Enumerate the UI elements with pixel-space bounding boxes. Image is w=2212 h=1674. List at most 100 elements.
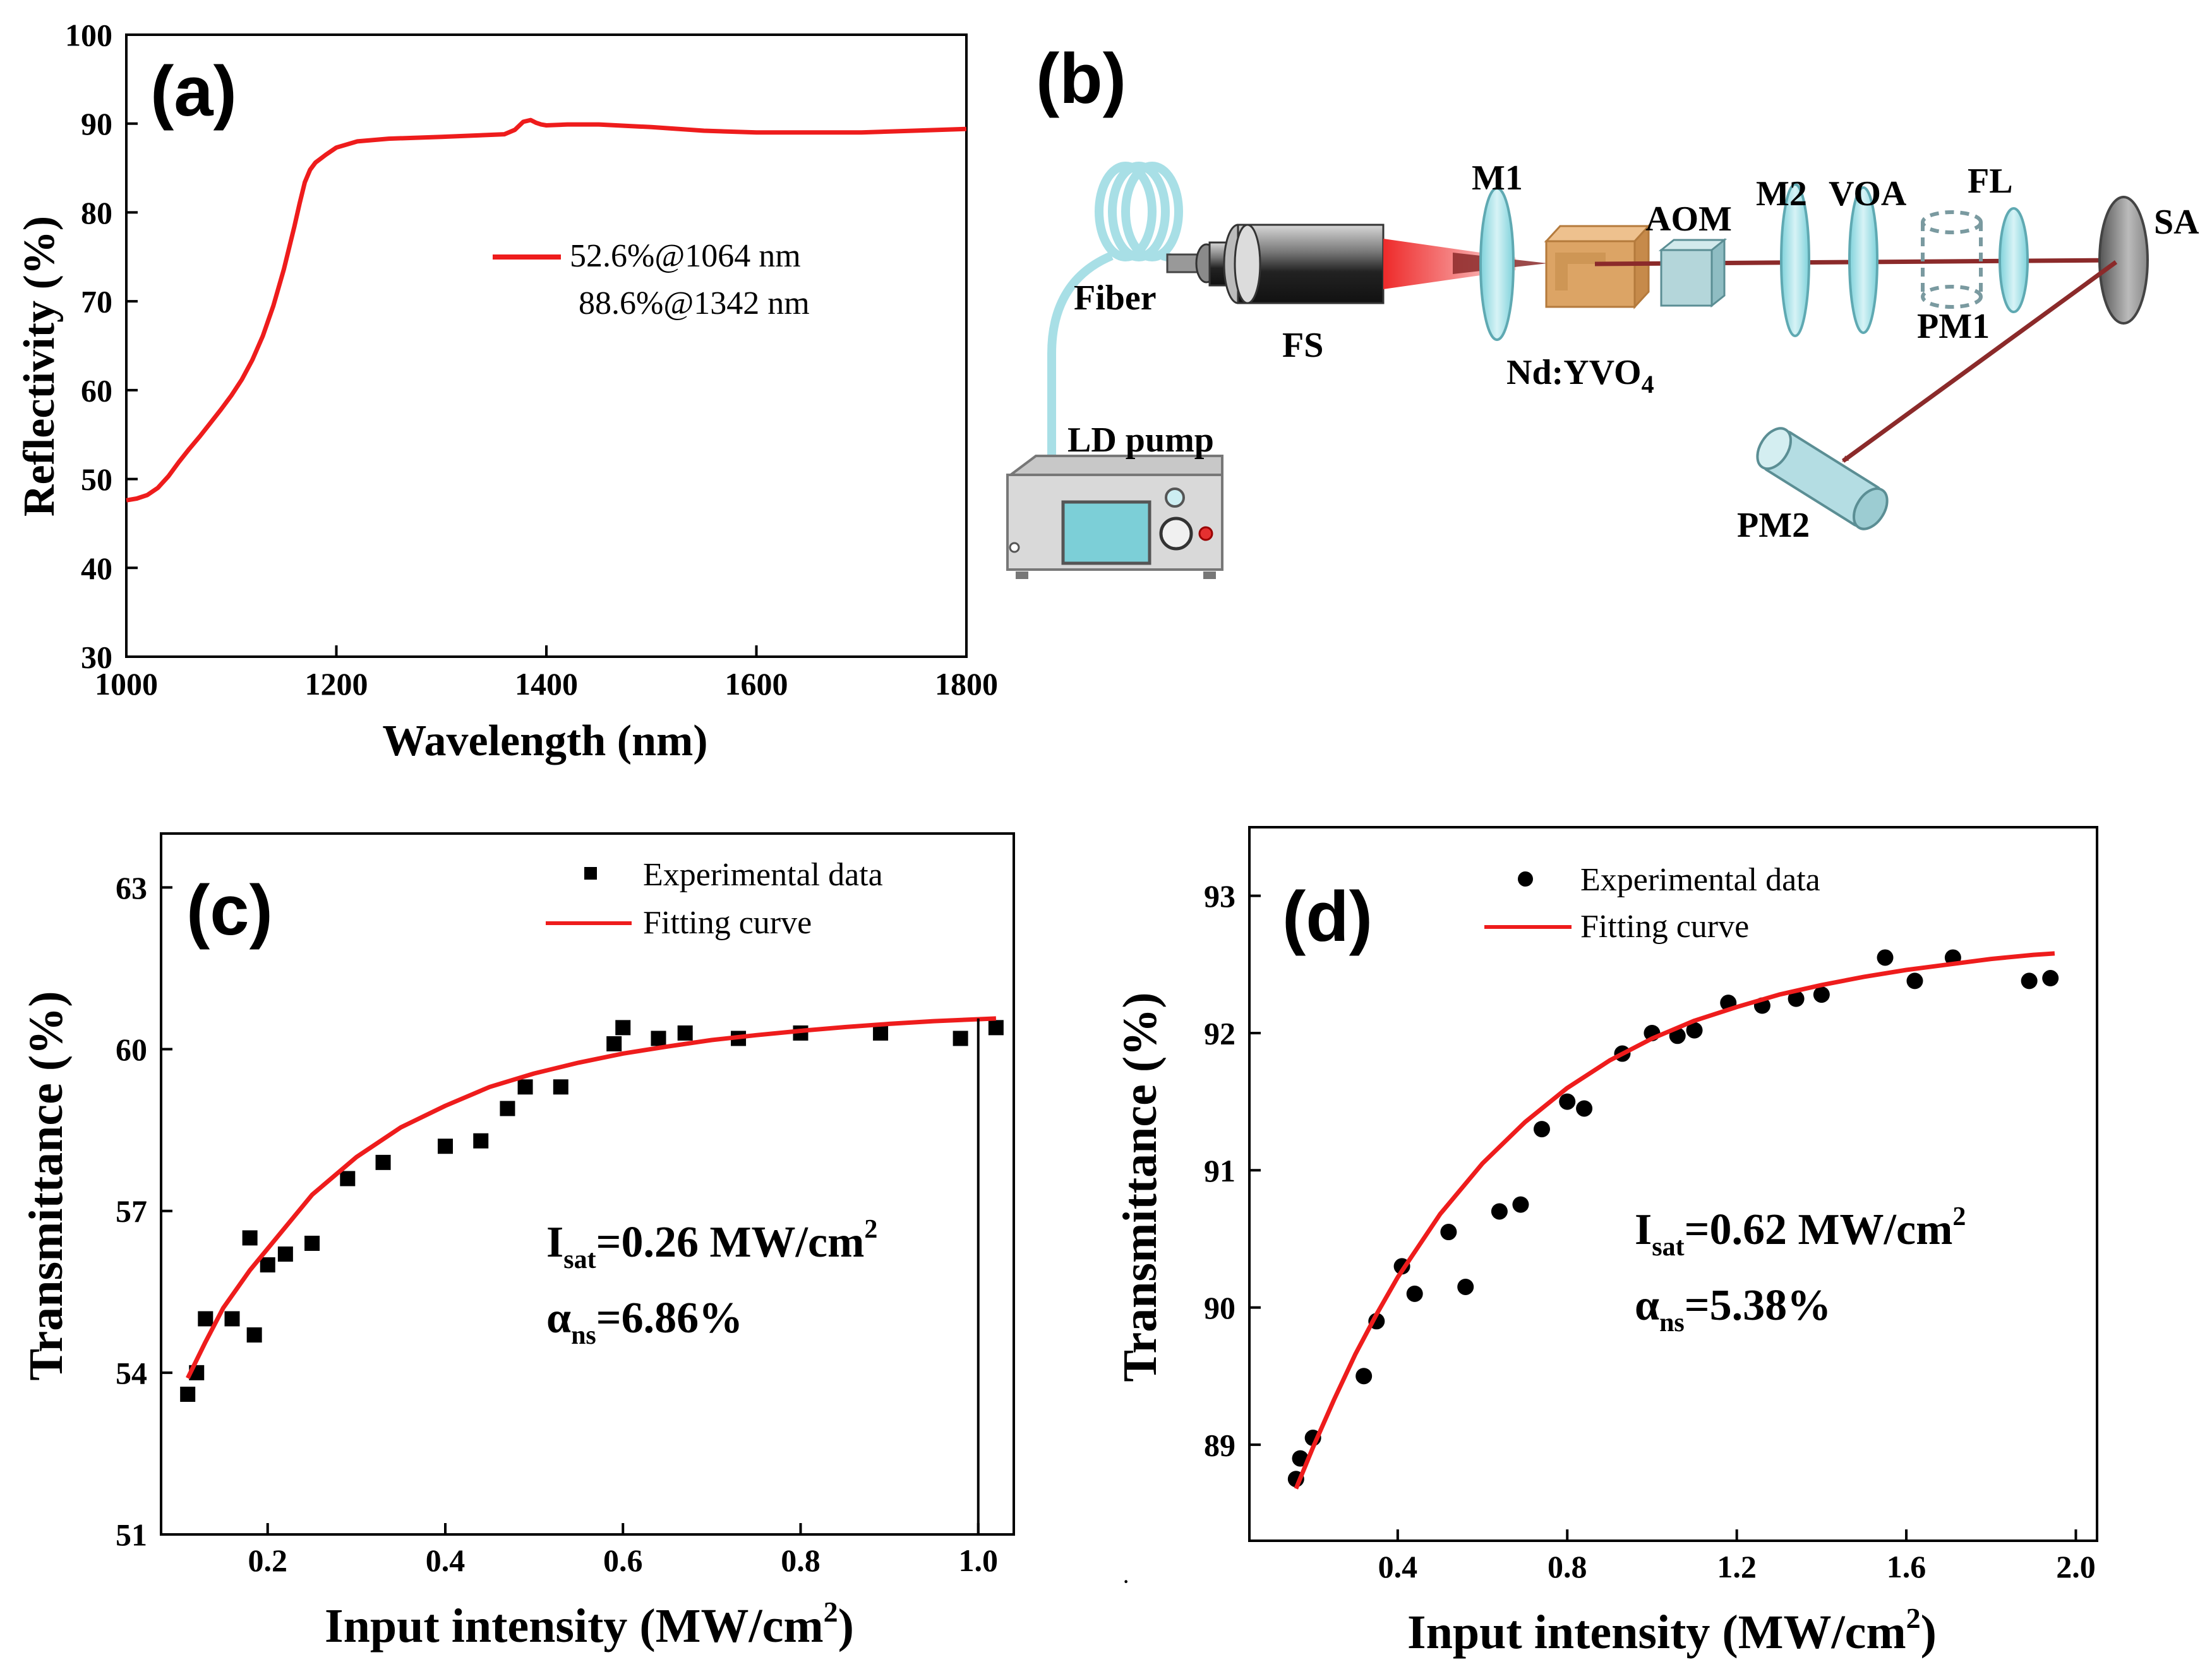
d-y-tick-label: 89 <box>1204 1427 1235 1462</box>
d-y-tick-label: 90 <box>1204 1290 1235 1325</box>
reflectivity-x-tick-label: 1600 <box>725 666 788 702</box>
c-x-axis-label: Input intensity (MW/cm2) <box>325 1596 854 1653</box>
sa-label: SA <box>2154 203 2199 242</box>
reflectivity-x-tick-label: 1400 <box>515 666 578 702</box>
reflectivity-x-axis-label: Wavelength (nm) <box>382 717 707 765</box>
reflectivity-y-tick-label: 70 <box>81 284 112 320</box>
fl-lens <box>1999 207 2029 313</box>
c-y-tick-label: 63 <box>116 870 147 906</box>
c-data-point <box>500 1101 515 1116</box>
d-data-point <box>1292 1450 1309 1467</box>
c-y-tick-label: 57 <box>116 1193 147 1229</box>
c-alpha-annotation: αns=6.86% <box>546 1294 743 1350</box>
d-stray-mark: · <box>1122 1567 1130 1596</box>
panel-c-letter: (c) <box>186 871 273 950</box>
aom-label: AOM <box>1645 200 1732 239</box>
c-x-tick-label: 1.0 <box>959 1543 999 1578</box>
panel-d-letter: (d) <box>1282 877 1373 956</box>
c-data-point <box>340 1171 356 1187</box>
reflectivity-y-tick-label: 60 <box>81 373 112 408</box>
fs-label: FS <box>1282 326 1323 365</box>
reflectivity-legend-line1: 52.6%@1064 nm <box>570 238 801 274</box>
sa-absorber <box>2098 196 2149 325</box>
c-y-tick-label: 51 <box>116 1517 147 1553</box>
c-data-point <box>953 1031 968 1046</box>
crystal-label: Nd:YVO4 <box>1506 353 1654 398</box>
d-x-tick-label: 1.6 <box>1887 1549 1926 1584</box>
d-legend-fitting: Fitting curve <box>1580 909 1749 945</box>
d-data-point <box>1440 1224 1457 1241</box>
d-legend-experimental: Experimental data <box>1580 862 1820 898</box>
d-data-point <box>2021 972 2038 989</box>
d-x-tick-label: 2.0 <box>2056 1549 2096 1584</box>
c-data-point <box>375 1154 391 1170</box>
reflectivity-y-tick-label: 40 <box>81 551 112 586</box>
c-data-point <box>260 1257 275 1273</box>
c-y-tick-label: 60 <box>116 1032 147 1067</box>
d-fit-curve <box>1294 951 2055 1490</box>
c-data-point <box>198 1311 213 1327</box>
d-plot-frame <box>1248 826 2098 1542</box>
focusing-system <box>1166 224 1385 304</box>
c-data-point <box>988 1020 1004 1036</box>
reflectivity-y-tick-label: 80 <box>81 195 112 230</box>
c-data-point <box>517 1079 533 1095</box>
d-data-point <box>1576 1100 1593 1117</box>
reflectivity-fit-curve <box>126 117 967 503</box>
d-data-point <box>1559 1093 1576 1110</box>
d-legend-marker <box>1518 871 1533 887</box>
c-x-tick-label: 0.2 <box>248 1543 288 1578</box>
d-x-axis-label: Input intensity (MW/cm2) <box>1407 1602 1937 1659</box>
pm1-power-meter <box>1921 210 1983 309</box>
c-data-point <box>553 1079 568 1095</box>
c-data-point <box>180 1387 196 1402</box>
c-legend-experimental: Experimental data <box>643 857 883 893</box>
d-alpha-annotation: αns=5.38% <box>1635 1281 1831 1337</box>
c-data-point <box>246 1327 262 1343</box>
d-x-tick-label: 0.4 <box>1378 1549 1418 1584</box>
d-x-tick-label: 1.2 <box>1717 1549 1757 1584</box>
d-data-point <box>1906 972 1923 989</box>
c-data-point <box>873 1025 889 1041</box>
pm2-label: PM2 <box>1737 506 1810 545</box>
pm2-power-meter <box>1756 427 1889 530</box>
c-x-tick-label: 0.4 <box>426 1543 466 1578</box>
c-x-tick-label: 0.6 <box>603 1543 643 1578</box>
d-data-point <box>1686 1022 1703 1039</box>
d-y-tick-label: 92 <box>1204 1015 1235 1051</box>
fl-label: FL <box>1968 162 2013 201</box>
d-data-point <box>1491 1203 1508 1220</box>
c-y-tick-label: 54 <box>116 1355 147 1390</box>
d-data-point <box>2042 970 2059 987</box>
c-fit-curve <box>186 1016 997 1379</box>
d-isat-annotation: Isat=0.62 MW/cm2 <box>1635 1202 1966 1262</box>
panel-b-letter: (b) <box>1036 39 1126 118</box>
pm1-label: PM1 <box>1917 307 1990 346</box>
m2-mirror <box>1780 183 1810 337</box>
c-data-point <box>304 1235 320 1251</box>
d-data-point <box>1355 1368 1373 1385</box>
d-data-point <box>1877 949 1894 966</box>
panel-a-letter: (a) <box>150 52 237 131</box>
pump-beam <box>1383 239 1516 289</box>
c-isat-annotation: Isat=0.26 MW/cm2 <box>546 1215 877 1274</box>
c-x-tick-label: 0.8 <box>781 1543 820 1578</box>
d-x-tick-label: 0.8 <box>1548 1549 1587 1584</box>
reflectivity-y-tick-label: 30 <box>81 640 112 675</box>
d-y-tick-label: 91 <box>1204 1153 1235 1188</box>
reflectivity-y-tick-label: 100 <box>65 18 112 53</box>
c-data-point <box>242 1230 258 1246</box>
d-y-tick-label: 93 <box>1204 878 1235 914</box>
ld-pump-unit <box>1006 455 1223 579</box>
d-data-point <box>1512 1196 1529 1213</box>
c-legend-marker <box>584 867 597 880</box>
voa-label: VOA <box>1829 174 1907 213</box>
c-legend-fitting: Fitting curve <box>643 905 812 941</box>
reflected-beam <box>1841 260 2118 463</box>
d-data-point <box>1406 1285 1423 1302</box>
reflectivity-y-axis-label: Reflectivity (%) <box>15 216 64 517</box>
